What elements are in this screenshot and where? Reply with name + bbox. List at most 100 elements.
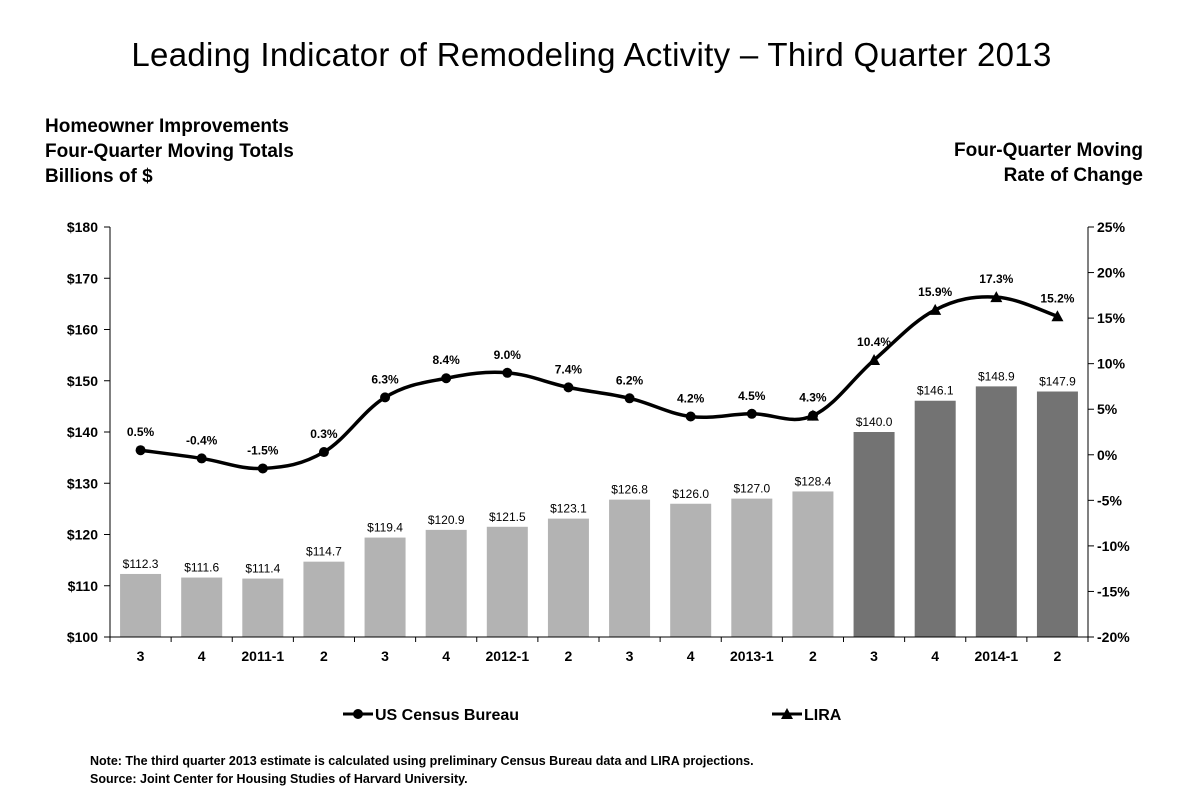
lira-point [929, 303, 942, 315]
rate-label: 0.5% [127, 425, 155, 439]
left-axis-title: Homeowner Improvements Four-Quarter Movi… [45, 114, 294, 189]
bar-value-label: $111.6 [184, 561, 219, 575]
bar [486, 526, 528, 637]
source-line: Source: Joint Center for Housing Studies… [90, 772, 468, 786]
census-point [380, 392, 391, 403]
bar-value-label: $114.7 [306, 545, 342, 559]
left-tick-label: $180 [67, 219, 98, 235]
bar [364, 537, 406, 637]
right-tick-label: -15% [1097, 583, 1130, 599]
census-point [746, 408, 757, 419]
left-tick-label: $110 [68, 578, 99, 594]
bar-value-label: $126.8 [611, 483, 648, 497]
legend-label: LIRA [804, 707, 842, 724]
left-tick-label: $120 [67, 527, 98, 543]
bar [303, 561, 345, 637]
x-tick-label: 2 [1054, 648, 1062, 664]
rate-label: 7.4% [555, 362, 583, 376]
x-tick-label: 3 [381, 648, 389, 664]
bar-value-label: $111.4 [245, 562, 280, 576]
rate-label: 4.3% [799, 391, 827, 405]
rate-label: 10.4% [857, 335, 891, 349]
bar-value-label: $119.4 [367, 521, 403, 535]
x-tick-label: 3 [626, 648, 634, 664]
bar-value-label: $128.4 [795, 474, 832, 488]
right-tick-label: 15% [1097, 310, 1126, 326]
rate-label: 4.2% [677, 392, 705, 406]
bar [975, 386, 1017, 637]
x-tick-label: 4 [198, 648, 206, 664]
right-tick-label: -5% [1097, 492, 1122, 508]
right-axis-title-line-2: Rate of Change [1003, 165, 1143, 186]
census-point [196, 453, 207, 464]
chart-title: Leading Indicator of Remodeling Activity… [131, 36, 1052, 73]
census-point [685, 411, 696, 422]
bar [731, 498, 773, 637]
bar [609, 499, 651, 637]
x-tick-label: 3 [870, 648, 878, 664]
x-tick-label: 2012-1 [486, 648, 530, 664]
legend-circle-marker [353, 709, 363, 719]
census-point [502, 367, 513, 378]
right-tick-label: 20% [1097, 265, 1126, 281]
right-tick-label: 10% [1097, 356, 1126, 372]
lira-point [806, 409, 819, 421]
left-tick-label: $140 [67, 424, 98, 440]
rate-label: 9.0% [494, 348, 522, 362]
x-tick-label: 2011-1 [241, 648, 284, 664]
rate-label: 15.2% [1040, 291, 1074, 305]
bar-value-label: $126.0 [672, 487, 709, 501]
census-point [624, 393, 635, 404]
bar [242, 578, 284, 637]
rate-label: -0.4% [186, 433, 218, 447]
rate-label: 4.5% [738, 389, 766, 403]
census-point [257, 463, 268, 474]
left-axis-title-line-2: Four-Quarter Moving Totals [45, 141, 294, 162]
rate-label: 6.3% [371, 372, 399, 386]
bar-value-label: $120.9 [428, 513, 465, 527]
bar-value-label: $148.9 [978, 369, 1015, 383]
bar [1036, 391, 1078, 637]
left-axis-title-line-3: Billions of $ [45, 166, 153, 187]
right-tick-label: 25% [1097, 219, 1126, 235]
x-tick-label: 2 [320, 648, 328, 664]
rate-label: 0.3% [310, 427, 338, 441]
right-tick-label: 5% [1097, 401, 1118, 417]
right-axis-title-line-1: Four-Quarter Moving [954, 140, 1143, 161]
right-axis-title: Four-Quarter Moving Rate of Change [954, 138, 1143, 188]
census-point [135, 445, 146, 456]
lira-point [868, 354, 881, 366]
left-tick-label: $170 [67, 270, 98, 286]
rate-label: 15.9% [918, 285, 952, 299]
census-point [441, 373, 452, 384]
rate-of-change-line [140, 295, 1058, 471]
x-tick-label: 3 [137, 648, 145, 664]
x-tick-label: 2 [565, 648, 573, 664]
x-tick-label: 4 [687, 648, 695, 664]
bar-value-label: $146.1 [917, 384, 954, 398]
bar [853, 432, 895, 637]
left-tick-label: $100 [67, 629, 98, 645]
bar [547, 518, 589, 637]
bar [120, 573, 162, 637]
bar-value-label: $123.1 [550, 502, 587, 516]
rate-label: 8.4% [433, 353, 461, 367]
left-tick-label: $160 [67, 322, 98, 338]
legend-triangle-marker [781, 708, 793, 719]
right-tick-label: 0% [1097, 447, 1118, 463]
lira-point [1051, 310, 1064, 322]
rate-label: -1.5% [247, 443, 279, 457]
census-point [563, 382, 574, 393]
x-tick-label: 4 [442, 648, 450, 664]
x-tick-label: 2013-1 [730, 648, 774, 664]
right-tick-label: -10% [1097, 538, 1130, 554]
bar [181, 577, 223, 637]
left-tick-label: $130 [67, 475, 98, 491]
right-tick-label: -20% [1097, 629, 1130, 645]
left-axis-title-line-1: Homeowner Improvements [45, 116, 289, 137]
bar [425, 529, 467, 637]
legend-label: US Census Bureau [375, 707, 519, 724]
bar-value-label: $112.3 [123, 557, 159, 571]
bar [914, 400, 956, 637]
